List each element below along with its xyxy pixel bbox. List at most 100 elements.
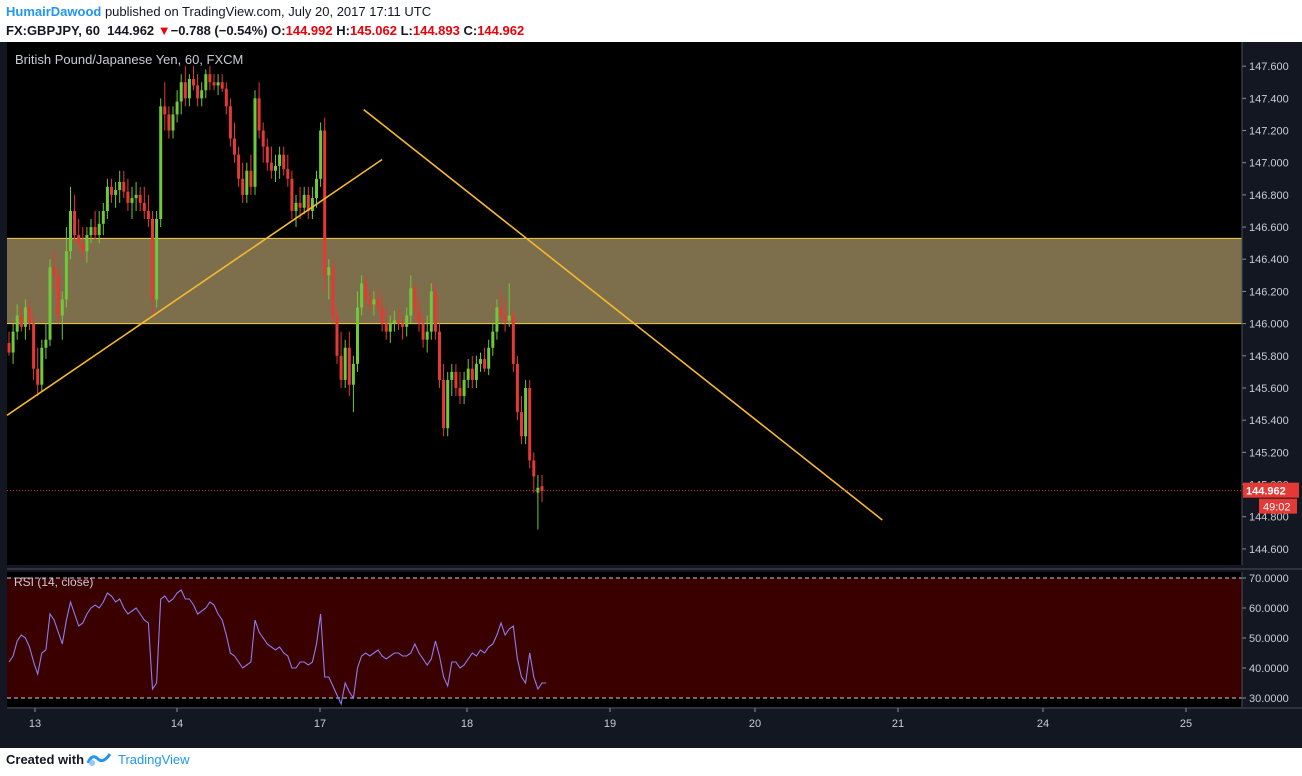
candle-body <box>175 101 179 115</box>
candle-body <box>200 90 204 99</box>
price-tick-label: 144.600 <box>1249 544 1289 556</box>
low-value: 144.893 <box>412 23 460 38</box>
candle-body <box>122 182 126 192</box>
candle-body <box>105 186 109 211</box>
candle-body <box>524 387 528 437</box>
candle-body <box>294 202 298 211</box>
candle-body <box>380 307 384 324</box>
rsi-line <box>8 589 547 706</box>
candle-body <box>138 194 142 203</box>
candle-body <box>126 191 130 203</box>
chart-area[interactable]: 147.600 147.400 147.200 147.000 146.800 146.6… <box>0 42 1302 748</box>
candle-body <box>372 299 376 305</box>
candle-body <box>360 283 364 308</box>
candle-body <box>208 74 212 83</box>
author-link[interactable]: HumairDawood <box>6 4 102 19</box>
symbol-label[interactable]: FX:GBPJPY, 60 <box>6 23 100 38</box>
price-tick-label: 145.800 <box>1249 351 1289 363</box>
candle-body <box>48 267 52 340</box>
candle-body <box>44 339 48 348</box>
candle-body <box>515 363 519 413</box>
price-tick-label: 147.400 <box>1249 93 1289 105</box>
candle-body <box>32 323 36 369</box>
candle-body <box>302 194 306 208</box>
candle-body <box>155 219 159 300</box>
candle-body <box>413 288 417 311</box>
candle-body <box>315 178 318 199</box>
candle-body <box>179 82 183 102</box>
rsi-tick-label: 40.0000 <box>1249 663 1289 675</box>
candle-body <box>220 82 224 89</box>
candle-body <box>511 315 515 364</box>
tradingview-brand-link[interactable]: TradingView <box>118 752 190 767</box>
chart-canvas[interactable]: 147.600 147.400 147.200 147.000 146.800 146.6… <box>0 42 1302 748</box>
candle-body <box>532 460 536 477</box>
rsi-axis[interactable]: 70.0000 60.0000 50.0000 40.0000 30.0000 <box>7 568 1302 707</box>
candle-body <box>282 154 286 170</box>
candle-body <box>224 88 228 107</box>
candle-body <box>204 74 208 91</box>
price-tick-label: 146.400 <box>1249 254 1289 266</box>
footer: Created with TradingView <box>0 748 1302 776</box>
candle-body <box>130 198 134 203</box>
price-tick-label: 147.000 <box>1249 158 1289 170</box>
time-tick-label: 13 <box>29 718 41 730</box>
candle-body <box>495 307 499 332</box>
candle-body <box>458 387 462 397</box>
last-price: 144.962 <box>107 23 155 38</box>
candle-body <box>327 267 331 276</box>
candle-body <box>69 210 72 252</box>
candle-body <box>265 146 269 163</box>
candle-body <box>290 178 294 211</box>
candle-body <box>101 210 105 224</box>
candle-body <box>335 315 339 356</box>
rsi-label: RSI (14, close) <box>14 575 93 589</box>
candle-body <box>487 347 491 369</box>
candle-body <box>257 98 261 131</box>
candle-body <box>364 283 368 300</box>
candle-body <box>77 235 81 244</box>
countdown-tag <box>1259 498 1297 514</box>
candle-body <box>253 98 257 187</box>
candle-body <box>60 299 64 316</box>
candle-body <box>331 267 335 316</box>
rsi-tick-label: 60.0000 <box>1249 603 1289 615</box>
candle-body <box>81 243 85 252</box>
candle-body <box>429 291 433 332</box>
change-value: −0.788 (−0.54%) <box>170 23 268 38</box>
zone-fill <box>7 238 1242 324</box>
price-tick-label: 144.800 <box>1249 512 1289 524</box>
rsi-series <box>7 577 1242 706</box>
candle-body <box>417 310 421 324</box>
candle-body <box>52 267 56 276</box>
candle-body <box>97 223 101 236</box>
price-tick-label: 146.200 <box>1249 286 1289 298</box>
price-tick-label: 145.600 <box>1249 383 1289 395</box>
time-axis[interactable]: 13 14 17 18 19 20 21 24 25 <box>7 707 1302 730</box>
candle-body <box>278 154 282 166</box>
candle-body <box>196 85 200 99</box>
rsi-tick-label: 50.0000 <box>1249 633 1289 645</box>
candle-body <box>388 323 392 332</box>
low-label: L: <box>400 23 413 38</box>
time-tick-label: 18 <box>461 718 473 730</box>
trendline-2[interactable] <box>363 108 883 521</box>
candle-body <box>187 79 191 99</box>
chart-title: British Pound/Japanese Yen, 60, FXCM <box>15 52 243 67</box>
trendline-1[interactable] <box>6 158 383 417</box>
candle-body <box>261 130 265 147</box>
candle-body <box>28 307 31 324</box>
candle-body <box>536 487 540 493</box>
candle-body <box>110 186 113 195</box>
last-price-tag-label: 144.962 <box>1246 486 1286 498</box>
candlestick-series <box>7 66 544 530</box>
supply-demand-zone[interactable] <box>7 237 1242 325</box>
candle-body <box>183 82 187 99</box>
price-axis[interactable]: 147.600 147.400 147.200 147.000 146.800 146.6… <box>1241 42 1302 565</box>
candle-body <box>507 315 511 321</box>
candle-body <box>347 347 351 385</box>
trendlines[interactable] <box>6 108 1242 521</box>
candle-body <box>216 82 220 86</box>
candle-body <box>40 347 44 385</box>
candle-body <box>540 486 544 491</box>
